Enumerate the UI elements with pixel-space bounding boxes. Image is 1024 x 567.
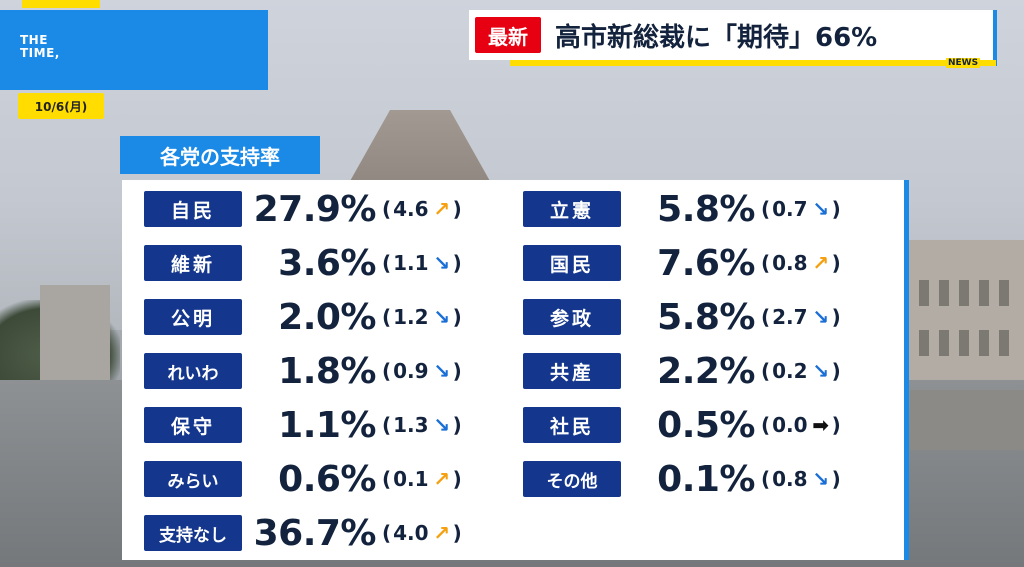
arrow-up-icon: ↗ — [433, 521, 450, 545]
program-logo: THE TIME, — [0, 10, 268, 90]
change-indicator: (1.3 ↘) — [382, 413, 462, 437]
party-label: 参政 — [523, 299, 621, 335]
party-label: その他 — [523, 461, 621, 497]
panel-title: 各党の支持率 — [120, 136, 320, 174]
arrow-up-icon: ↗ — [433, 467, 450, 491]
support-percentage: 36.7% — [253, 512, 377, 554]
support-percentage: 1.8% — [278, 350, 376, 392]
change-value: 0.0 — [772, 413, 808, 437]
logo-line-2: TIME, — [20, 46, 60, 60]
background-building-right — [905, 240, 1024, 390]
logo-tab — [22, 0, 100, 8]
party-label: 維新 — [144, 245, 242, 281]
support-percentage: 2.0% — [278, 296, 376, 338]
arrow-down-icon: ↘ — [433, 305, 450, 329]
support-percentage: 1.1% — [278, 404, 376, 446]
arrow-up-icon: ↗ — [433, 197, 450, 221]
support-percentage: 0.5% — [657, 404, 755, 446]
arrow-down-icon: ↘ — [433, 359, 450, 383]
change-indicator: (4.0 ↗) — [382, 521, 462, 545]
party-label: 公明 — [144, 299, 242, 335]
headline-text: 高市新総裁に「期待」66% — [555, 22, 878, 53]
party-label: 保守 — [144, 407, 242, 443]
breaking-badge: 最新 — [475, 17, 541, 53]
support-percentage: 2.2% — [657, 350, 755, 392]
change-value: 0.7 — [772, 197, 808, 221]
arrow-flat-icon: ➡ — [812, 413, 829, 437]
headline-underline — [510, 60, 996, 66]
support-percentage: 0.6% — [278, 458, 376, 500]
change-value: 1.2 — [393, 305, 429, 329]
background-wall — [910, 390, 1024, 450]
arrow-down-icon: ↘ — [433, 413, 450, 437]
party-row: 共産 2.2%(0.2 ↘) — [523, 350, 841, 392]
background-building-left — [40, 285, 110, 385]
support-percentage: 5.8% — [657, 188, 755, 230]
change-value: 4.6 — [393, 197, 429, 221]
support-percentage: 5.8% — [657, 296, 755, 338]
change-indicator: (1.2 ↘) — [382, 305, 462, 329]
arrow-up-icon: ↗ — [812, 251, 829, 275]
arrow-down-icon: ↘ — [812, 305, 829, 329]
change-indicator: (0.0 ➡) — [761, 413, 841, 437]
change-value: 0.9 — [393, 359, 429, 383]
party-label: 共産 — [523, 353, 621, 389]
party-row: 保守 1.1%(1.3 ↘) — [144, 404, 462, 446]
news-label: NEWS — [946, 58, 981, 68]
party-label: 支持なし — [144, 515, 242, 551]
change-value: 4.0 — [393, 521, 429, 545]
change-indicator: (1.1 ↘) — [382, 251, 462, 275]
party-label: 自民 — [144, 191, 242, 227]
change-value: 1.3 — [393, 413, 429, 437]
change-indicator: (0.9 ↘) — [382, 359, 462, 383]
change-indicator: (0.7 ↘) — [761, 197, 841, 221]
party-row: 公明 2.0%(1.2 ↘) — [144, 296, 462, 338]
arrow-down-icon: ↘ — [812, 467, 829, 491]
headline-banner — [469, 10, 996, 60]
panel-accent-edge — [904, 180, 909, 560]
date-badge: 10/6(月) — [18, 93, 104, 119]
arrow-down-icon: ↘ — [433, 251, 450, 275]
headline-accent-bar — [993, 10, 997, 66]
change-value: 0.2 — [772, 359, 808, 383]
change-value: 1.1 — [393, 251, 429, 275]
party-row: 社民 0.5%(0.0 ➡) — [523, 404, 841, 446]
arrow-down-icon: ↘ — [812, 359, 829, 383]
party-label: みらい — [144, 461, 242, 497]
party-label: 立憲 — [523, 191, 621, 227]
logo-text: THE TIME, — [20, 34, 60, 60]
party-label: 社民 — [523, 407, 621, 443]
change-value: 0.1 — [393, 467, 429, 491]
party-row: その他 0.1%(0.8 ↘) — [523, 458, 841, 500]
party-row: 国民 7.6%(0.8 ↗) — [523, 242, 841, 284]
change-value: 0.8 — [772, 467, 808, 491]
change-indicator: (0.2 ↘) — [761, 359, 841, 383]
support-percentage: 7.6% — [657, 242, 755, 284]
party-label: 国民 — [523, 245, 621, 281]
party-label: れいわ — [144, 353, 242, 389]
party-row: 参政 5.8%(2.7 ↘) — [523, 296, 841, 338]
logo-line-1: THE — [20, 33, 48, 47]
party-row: 自民 27.9%(4.6 ↗) — [144, 188, 462, 230]
arrow-down-icon: ↘ — [812, 197, 829, 221]
party-row: 維新 3.6%(1.1 ↘) — [144, 242, 462, 284]
party-row: れいわ 1.8%(0.9 ↘) — [144, 350, 462, 392]
change-indicator: (0.8 ↘) — [761, 467, 841, 491]
support-percentage: 0.1% — [657, 458, 755, 500]
change-indicator: (4.6 ↗) — [382, 197, 462, 221]
support-rate-panel — [122, 180, 906, 560]
change-indicator: (0.1 ↗) — [382, 467, 462, 491]
party-row: 支持なし 36.7%(4.0 ↗) — [144, 512, 462, 554]
support-percentage: 3.6% — [278, 242, 376, 284]
change-value: 2.7 — [772, 305, 808, 329]
party-row: 立憲 5.8%(0.7 ↘) — [523, 188, 841, 230]
party-row: みらい 0.6%(0.1 ↗) — [144, 458, 462, 500]
change-value: 0.8 — [772, 251, 808, 275]
change-indicator: (0.8 ↗) — [761, 251, 841, 275]
change-indicator: (2.7 ↘) — [761, 305, 841, 329]
support-percentage: 27.9% — [253, 188, 377, 230]
